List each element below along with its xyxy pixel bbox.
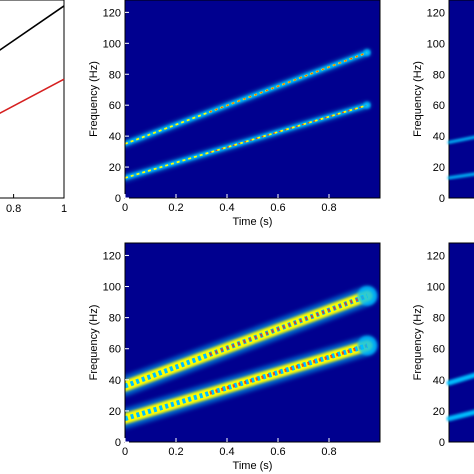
left-series-line-0	[0, 5, 65, 51]
x-tick-label: 0.6	[270, 202, 285, 214]
y-tick-label: 0	[115, 437, 121, 449]
ridge-peaks	[209, 52, 368, 113]
ridge-end-artifact	[363, 101, 371, 109]
y-tick-label: 60	[109, 100, 121, 112]
y-tick-label: 80	[433, 69, 445, 81]
ridge-1	[125, 335, 378, 429]
y-tick-label: 40	[109, 375, 121, 387]
ridge-peaks	[209, 294, 368, 357]
y-tick-label: 40	[433, 131, 445, 143]
ridge-pulses	[125, 293, 369, 389]
spectrogram-right-top: 0 20 40 60 80 100 120 Frequency (Hz)	[412, 0, 474, 205]
left-x-tick-label: 1	[61, 203, 67, 215]
ridge-0	[447, 135, 474, 144]
ridge-end-artifact	[357, 335, 378, 356]
ridge-0	[125, 286, 378, 396]
y-tick-label: 120	[103, 250, 121, 262]
x-tick-label: 0.4	[219, 202, 234, 214]
y-tick-label: 40	[109, 131, 121, 143]
spectrogram-bottom: 0 20 40 60 80 100 120 0 0.2 0.4 0.6 0.8 Time (s) Freq…	[88, 242, 381, 472]
y-tick-label: 80	[433, 313, 445, 325]
ridge-1	[447, 172, 474, 180]
ridge-0	[125, 49, 371, 148]
y-tick-label: 60	[433, 100, 445, 112]
y-tick-label: 80	[109, 313, 121, 325]
x-tick-label: 0.4	[219, 446, 234, 458]
x-tick-label: 0.8	[321, 202, 336, 214]
spectrogram-frame	[124, 242, 381, 443]
y-tick-label: 100	[427, 282, 445, 294]
x-tick-label: 0	[122, 446, 128, 458]
x-axis-label: Time (s)	[233, 216, 273, 228]
y-tick-label: 20	[433, 406, 445, 418]
x-tick-label: 0	[122, 202, 128, 214]
y-tick-label: 100	[103, 38, 121, 50]
y-tick-label: 120	[427, 250, 445, 262]
x-tick-label: 0.2	[168, 446, 183, 458]
left-x-tick-label: 0.8	[6, 203, 21, 215]
spectrogram-background	[448, 0, 474, 199]
y-tick-label: 120	[427, 7, 445, 19]
y-tick-label: 0	[439, 193, 445, 205]
left-line-plot: 0.8 1	[0, 0, 67, 215]
y-tick-label: 20	[433, 162, 445, 174]
y-axis-label: Frequency (Hz)	[88, 305, 100, 381]
ridge-1	[446, 409, 474, 422]
y-tick-label: 60	[109, 344, 121, 356]
y-tick-label: 60	[433, 344, 445, 356]
y-tick-label: 0	[115, 193, 121, 205]
y-tick-label: 40	[433, 375, 445, 387]
y-axis-label: Frequency (Hz)	[412, 305, 424, 381]
x-tick-label: 0.8	[321, 446, 336, 458]
y-axis-label: Frequency (Hz)	[88, 61, 100, 137]
ridge-pulses	[125, 51, 368, 145]
ridge-end-artifact	[363, 49, 371, 57]
spectrogram-right-bottom: 0 20 40 60 80 100 120 Frequency (Hz)	[412, 242, 474, 449]
ridge-0	[446, 372, 474, 386]
y-tick-label: 20	[109, 406, 121, 418]
x-axis-label: Time (s)	[233, 460, 273, 472]
x-tick-label: 0.2	[168, 202, 183, 214]
ridge-1	[125, 101, 371, 182]
spectrogram-top: 0 20 40 60 80 100 120 0 0.2 0.4 0.6 0.8 Time (s) Freq…	[88, 0, 381, 228]
left-series-line-1	[0, 78, 65, 115]
spectrogram-frame	[124, 0, 381, 199]
x-tick-label: 0.6	[270, 446, 285, 458]
y-tick-label: 120	[103, 7, 121, 19]
left-plot-frame	[0, 0, 65, 199]
spectrogram-background	[448, 242, 474, 443]
y-tick-label: 100	[427, 38, 445, 50]
y-axis-label: Frequency (Hz)	[412, 61, 424, 137]
y-tick-label: 20	[109, 162, 121, 174]
y-tick-label: 100	[103, 282, 121, 294]
ridge-end-artifact	[357, 286, 378, 306]
y-tick-label: 80	[109, 69, 121, 81]
y-tick-label: 0	[439, 437, 445, 449]
